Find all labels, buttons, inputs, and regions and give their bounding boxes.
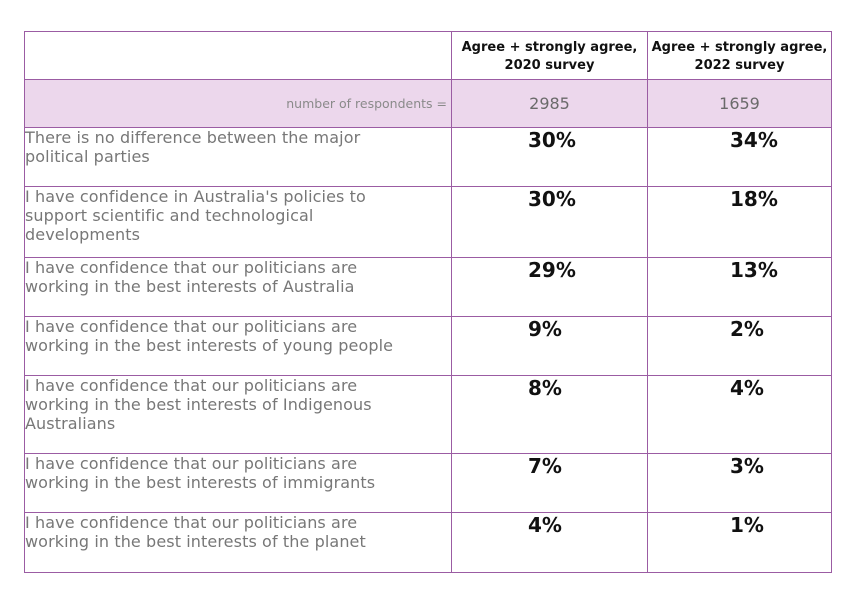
value-2022: 18% xyxy=(647,186,832,258)
statement-cell: I have confidence that our politicians a… xyxy=(24,512,452,573)
statement-line: There is no difference between the major xyxy=(25,128,361,147)
value-2022: 4% xyxy=(647,375,832,454)
statement-line: I have confidence that our politicians a… xyxy=(25,454,358,473)
value-2020: 30% xyxy=(451,127,648,187)
header-row: Agree + strongly agree, 2020 survey Agre… xyxy=(24,31,832,80)
respondents-label: number of respondents = xyxy=(24,79,452,128)
table-row: I have confidence in Australia's policie… xyxy=(24,186,832,258)
statement-line: support scientific and technological xyxy=(25,206,314,225)
value-2020: 7% xyxy=(451,453,648,513)
value-2020: 29% xyxy=(451,257,648,317)
table-row: I have confidence that our politicians a… xyxy=(24,375,832,454)
statement-cell: I have confidence that our politicians a… xyxy=(24,257,452,317)
statement-line: I have confidence that our politicians a… xyxy=(25,317,358,336)
table-row: I have confidence that our politicians a… xyxy=(24,512,832,573)
value-2022: 3% xyxy=(647,453,832,513)
value-2022: 1% xyxy=(647,512,832,573)
statement-cell: I have confidence that our politicians a… xyxy=(24,316,452,376)
table-row: I have confidence that our politicians a… xyxy=(24,453,832,513)
respondents-row: number of respondents = 2985 1659 xyxy=(24,79,832,128)
value-2020: 4% xyxy=(451,512,648,573)
table-row: I have confidence that our politicians a… xyxy=(24,257,832,317)
statement-line: I have confidence that our politicians a… xyxy=(25,376,358,395)
statement-line: working in the best interests of the pla… xyxy=(25,532,366,551)
survey-table: Agree + strongly agree, 2020 survey Agre… xyxy=(24,31,832,573)
statement-line: political parties xyxy=(25,147,150,166)
header-empty-cell xyxy=(24,31,452,80)
statement-line: I have confidence that our politicians a… xyxy=(25,513,358,532)
statement-line: working in the best interests of Indigen… xyxy=(25,395,372,414)
value-2022: 13% xyxy=(647,257,832,317)
table-row: I have confidence that our politicians a… xyxy=(24,316,832,376)
value-2020: 9% xyxy=(451,316,648,376)
statement-line: developments xyxy=(25,225,141,244)
statement-line: I have confidence in Australia's policie… xyxy=(25,187,366,206)
value-2022: 34% xyxy=(647,127,832,187)
statement-cell: I have confidence that our politicians a… xyxy=(24,453,452,513)
value-2020: 8% xyxy=(451,375,648,454)
respondents-2022: 1659 xyxy=(647,79,832,128)
statement-line: Australians xyxy=(25,414,116,433)
statement-cell: There is no difference between the major… xyxy=(24,127,452,187)
respondents-2020: 2985 xyxy=(451,79,648,128)
statement-cell: I have confidence in Australia's policie… xyxy=(24,186,452,258)
statement-line: I have confidence that our politicians a… xyxy=(25,258,358,277)
header-2020-line-2: 2020 survey xyxy=(504,57,595,73)
header-2022-line-2: 2022 survey xyxy=(694,57,785,73)
header-2020-line-1: Agree + strongly agree, xyxy=(461,39,638,55)
statement-cell: I have confidence that our politicians a… xyxy=(24,375,452,454)
value-2020: 30% xyxy=(451,186,648,258)
header-2022-line-1: Agree + strongly agree, xyxy=(651,39,828,55)
statement-line: working in the best interests of Austral… xyxy=(25,277,355,296)
table-row: There is no difference between the major… xyxy=(24,127,832,187)
header-2020: Agree + strongly agree, 2020 survey xyxy=(451,31,648,80)
statement-line: working in the best interests of immigra… xyxy=(25,473,376,492)
statement-line: working in the best interests of young p… xyxy=(25,336,394,355)
value-2022: 2% xyxy=(647,316,832,376)
header-2022: Agree + strongly agree, 2022 survey xyxy=(647,31,832,80)
